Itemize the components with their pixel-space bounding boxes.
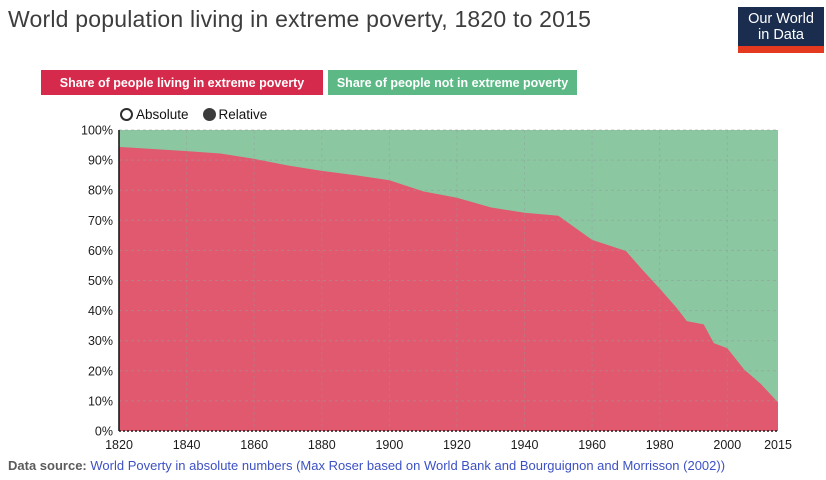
owid-logo[interactable]: Our World in Data	[738, 7, 824, 53]
y-tick-label: 60%	[88, 244, 113, 258]
absolute-radio-option[interactable]: Absolute	[120, 107, 189, 122]
relative-radio-label: Relative	[218, 107, 268, 122]
x-tick-label: 1880	[308, 438, 336, 452]
area-in-poverty	[119, 146, 778, 431]
absolute-relative-toggle: Absolute Relative	[120, 107, 267, 122]
y-tick-label: 10%	[88, 394, 113, 408]
data-source-footer: Data source: World Poverty in absolute n…	[8, 458, 725, 473]
radio-unselected-icon[interactable]	[120, 108, 133, 121]
absolute-radio-label: Absolute	[136, 107, 189, 122]
x-tick-label: 2015	[764, 438, 792, 452]
x-tick-label: 1980	[646, 438, 674, 452]
data-source-link[interactable]: World Poverty in absolute numbers (Max R…	[90, 458, 726, 473]
page-title: World population living in extreme pover…	[8, 6, 592, 32]
legend-button-not-extreme-poverty[interactable]: Share of people not in extreme poverty	[328, 70, 577, 95]
y-tick-label: 30%	[88, 334, 113, 348]
legend-button-extreme-poverty[interactable]: Share of people living in extreme povert…	[41, 70, 323, 95]
x-tick-label: 1960	[578, 438, 606, 452]
data-source-label: Data source:	[8, 458, 87, 473]
owid-logo-red-bar	[738, 46, 824, 53]
y-tick-label: 0%	[95, 425, 113, 439]
legend-row: Share of people living in extreme povert…	[41, 70, 577, 95]
x-tick-label: 1840	[173, 438, 201, 452]
radio-selected-icon[interactable]	[202, 108, 216, 121]
y-tick-label: 40%	[88, 304, 113, 318]
y-tick-label: 50%	[88, 274, 113, 288]
x-tick-label: 2000	[713, 438, 741, 452]
y-tick-label: 20%	[88, 364, 113, 378]
owid-logo-line1: Our World	[748, 10, 814, 27]
x-tick-label: 1920	[443, 438, 471, 452]
x-tick-label: 1860	[240, 438, 268, 452]
x-tick-label: 1940	[511, 438, 539, 452]
y-tick-label: 90%	[88, 154, 113, 168]
x-tick-label: 1900	[375, 438, 403, 452]
owid-logo-line2: in Data	[758, 26, 804, 43]
relative-radio-option[interactable]: Relative	[202, 107, 268, 122]
y-tick-label: 80%	[88, 184, 113, 198]
x-tick-label: 1820	[105, 438, 133, 452]
y-tick-label: 100%	[81, 124, 113, 138]
y-tick-label: 70%	[88, 214, 113, 228]
